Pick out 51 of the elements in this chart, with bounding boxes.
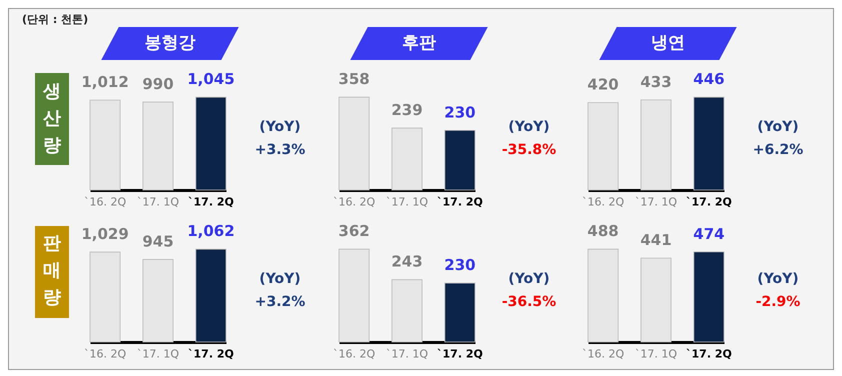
text: +6.2% bbox=[752, 142, 804, 158]
x-tick-label: `16. 2Q bbox=[84, 348, 126, 360]
x-tick-label: `16. 2Q bbox=[333, 348, 376, 360]
text: (YoY) bbox=[508, 271, 550, 287]
data-label: 945 bbox=[142, 232, 174, 250]
data-label: 230 bbox=[444, 103, 476, 122]
data-label: 446 bbox=[693, 70, 725, 88]
text: (YoY) bbox=[259, 271, 301, 287]
data-label: 1,012 bbox=[81, 73, 129, 92]
x-tick-label: `17. 1Q bbox=[634, 348, 678, 360]
data-label: 420 bbox=[587, 76, 619, 94]
text: (YoY) bbox=[508, 119, 550, 135]
x-tick-label: `17. 1Q bbox=[136, 348, 180, 360]
x-tick-label: `17. 1Q bbox=[386, 196, 428, 208]
data-label: 358 bbox=[338, 70, 370, 88]
x-tick-label: `17. 2Q bbox=[686, 196, 732, 208]
data-label: 1,029 bbox=[81, 225, 129, 244]
data-label: 239 bbox=[391, 101, 423, 120]
data-label: 1,045 bbox=[187, 70, 235, 88]
data-label: 441 bbox=[640, 231, 672, 250]
data-label: 1,062 bbox=[187, 222, 235, 240]
x-tick-label: `16. 2Q bbox=[84, 196, 126, 208]
x-tick-label: `17. 2Q bbox=[437, 196, 483, 208]
data-label: 990 bbox=[142, 75, 174, 94]
x-tick-label: `17. 2Q bbox=[188, 196, 234, 208]
x-tick-label: `17. 2Q bbox=[188, 348, 234, 360]
y-axis-title: 생산량 bbox=[42, 80, 62, 158]
data-label: 230 bbox=[444, 256, 476, 274]
text: (YoY) bbox=[757, 271, 799, 287]
data-label: 362 bbox=[338, 222, 370, 240]
x-tick-label: `17. 1Q bbox=[634, 196, 678, 208]
text: -35.8% bbox=[502, 142, 556, 158]
text: -36.5% bbox=[502, 294, 556, 310]
x-tick-label: `17. 1Q bbox=[386, 348, 428, 360]
y-axis-title: 판매량 bbox=[42, 232, 62, 310]
text: (YoY) bbox=[259, 119, 301, 135]
data-label: 433 bbox=[640, 72, 672, 91]
x-tick-label: `16. 2Q bbox=[333, 196, 376, 208]
text: -2.9% bbox=[756, 294, 800, 310]
text: (단위 : 천톤) bbox=[22, 12, 88, 27]
x-tick-label: `16. 2Q bbox=[582, 348, 624, 360]
x-tick-label: `17. 2Q bbox=[686, 348, 732, 360]
x-tick-label: `17. 2Q bbox=[437, 348, 483, 360]
text: (YoY) bbox=[757, 119, 799, 135]
data-label: 474 bbox=[693, 224, 725, 243]
text: +3.2% bbox=[254, 294, 306, 310]
x-tick-label: `16. 2Q bbox=[582, 196, 624, 208]
text: +3.3% bbox=[254, 142, 306, 158]
data-label: 243 bbox=[391, 252, 423, 271]
x-tick-label: `17. 1Q bbox=[136, 196, 180, 208]
data-label: 488 bbox=[587, 222, 619, 240]
